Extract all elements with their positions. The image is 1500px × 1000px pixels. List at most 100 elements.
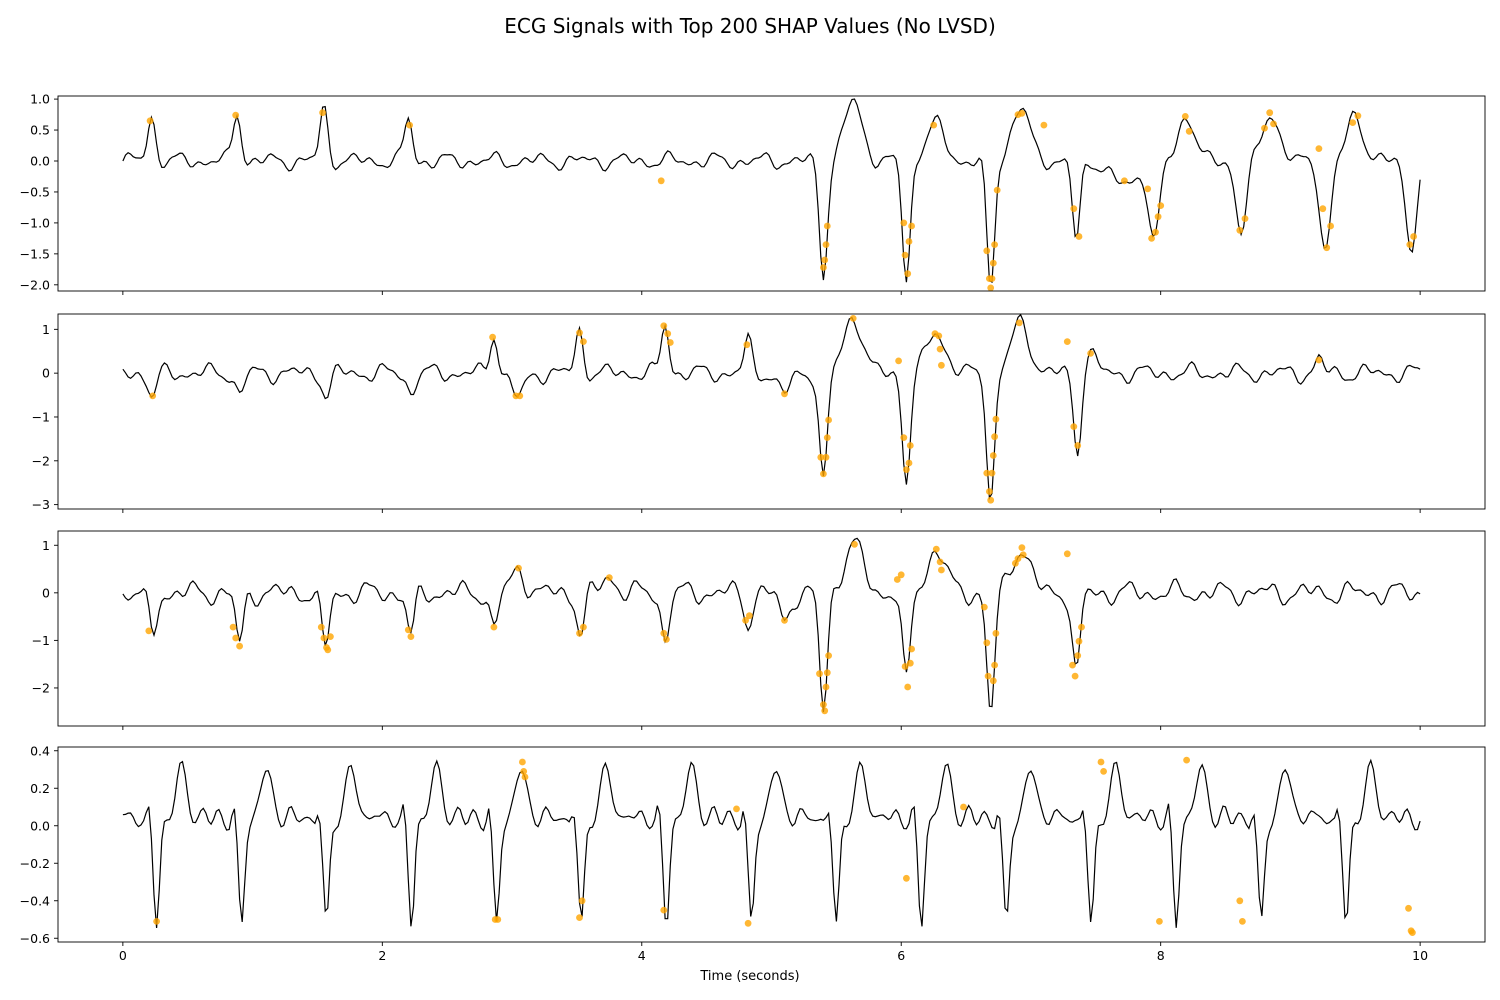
- shap-point: [146, 117, 154, 125]
- x-tick-label: 0: [119, 948, 127, 963]
- shap-point: [904, 270, 912, 278]
- shap-point: [660, 629, 668, 637]
- shap-point: [781, 390, 788, 398]
- y-tick-label: 0.5: [30, 123, 50, 138]
- shap-point: [1349, 119, 1357, 126]
- shap-point: [905, 238, 913, 245]
- ecg-panel-3: 1 0 −1 −2: [32, 530, 1486, 730]
- shap-point: [989, 677, 997, 685]
- shap-point: [1319, 205, 1327, 213]
- shap-point: [991, 241, 998, 249]
- y-tick-label: −2.0: [20, 277, 50, 292]
- shap-point: [319, 109, 326, 117]
- shap-point: [989, 259, 997, 267]
- shap-point: [1014, 555, 1022, 562]
- shap-point: [895, 357, 902, 365]
- shap-point: [821, 707, 829, 715]
- shap-point: [817, 453, 825, 461]
- shap-point: [149, 392, 157, 400]
- shap-point: [932, 545, 940, 553]
- y-tick-label: −2: [32, 680, 50, 695]
- shap-point: [900, 434, 908, 441]
- shap-point: [1070, 423, 1078, 430]
- x-tick-label: 6: [897, 948, 905, 963]
- shap-point: [960, 803, 967, 811]
- shap-point: [849, 315, 857, 322]
- shap-point: [494, 916, 502, 923]
- shap-point: [901, 663, 909, 670]
- ecg-signal-line-3: [122, 537, 1421, 713]
- shap-point: [986, 488, 993, 495]
- shap-point: [1154, 213, 1162, 221]
- shap-point: [1405, 904, 1412, 912]
- ecg-panel-4: 0.4 0.2 0.0 −0.2 −0.4 −0.6 0 2 4 6 8 10: [20, 743, 1486, 963]
- shap-point: [1015, 319, 1023, 327]
- shap-point: [1236, 897, 1244, 905]
- y-tick-label: 1: [42, 322, 50, 337]
- shap-point: [820, 470, 827, 478]
- shap-point: [605, 574, 613, 581]
- shap-point: [992, 629, 1000, 637]
- shap-point: [983, 469, 991, 477]
- shap-point: [1018, 109, 1026, 117]
- shap-point: [1148, 235, 1155, 242]
- shap-point: [893, 576, 901, 583]
- shap-point: [822, 683, 830, 691]
- shap-point: [515, 564, 522, 572]
- shap-point: [743, 341, 751, 349]
- y-tick-label: −3: [32, 497, 50, 512]
- x-tick-label: 8: [1157, 948, 1165, 963]
- shap-point: [1063, 550, 1071, 558]
- shap-point: [1144, 185, 1152, 193]
- y-tick-label: −1.5: [20, 246, 50, 261]
- shap-point: [516, 392, 524, 400]
- y-tick-label: 1: [42, 538, 50, 553]
- shap-point: [404, 626, 412, 634]
- shap-point: [744, 919, 752, 927]
- shap-point: [821, 256, 829, 264]
- shap-point: [576, 629, 583, 637]
- shap-point: [236, 642, 244, 650]
- shap-point: [1156, 918, 1163, 925]
- shap-point: [1157, 202, 1165, 210]
- shap-point: [1100, 768, 1107, 775]
- shap-point: [825, 416, 832, 424]
- shap-point: [1074, 442, 1082, 449]
- shap-point: [657, 177, 665, 185]
- shap-point: [1327, 222, 1334, 230]
- shap-point: [980, 603, 988, 611]
- shap-point: [1266, 109, 1274, 117]
- shap-point: [1019, 551, 1027, 559]
- shap-point: [897, 571, 905, 579]
- y-tick-label: 1.0: [30, 92, 50, 107]
- shap-point: [1185, 127, 1193, 135]
- shap-point: [576, 914, 583, 921]
- shap-point: [908, 222, 915, 230]
- shap-point: [903, 874, 910, 882]
- shap-point: [823, 222, 831, 230]
- shap-point: [733, 805, 740, 813]
- shap-point: [820, 701, 827, 708]
- shap-point: [490, 623, 498, 631]
- shap-point: [153, 918, 161, 925]
- x-tick-label: 2: [378, 948, 386, 963]
- y-tick-label: 0: [42, 585, 50, 600]
- shap-point: [822, 453, 830, 461]
- y-tick-label: 0.0: [30, 154, 50, 169]
- shap-point: [1239, 918, 1246, 925]
- shap-point: [822, 241, 830, 249]
- ecg-signal-line-4: [122, 758, 1421, 928]
- axes-frame: [57, 95, 1486, 292]
- y-tick-label: −1.0: [20, 215, 50, 230]
- shap-point: [1241, 215, 1249, 223]
- shap-point: [1075, 233, 1083, 240]
- shap-point: [988, 275, 996, 282]
- shap-point: [1075, 637, 1083, 645]
- shap-point: [816, 670, 823, 678]
- shap-point: [1071, 672, 1079, 680]
- shap-point: [992, 415, 1000, 423]
- shap-point: [936, 558, 944, 566]
- shap-point: [906, 659, 914, 667]
- shap-point: [1354, 112, 1362, 120]
